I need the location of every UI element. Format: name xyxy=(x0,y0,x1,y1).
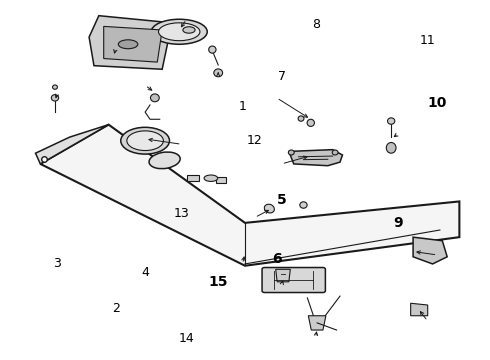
Polygon shape xyxy=(40,125,460,266)
Ellipse shape xyxy=(300,202,307,208)
Polygon shape xyxy=(276,269,290,282)
Polygon shape xyxy=(289,150,343,166)
Text: 3: 3 xyxy=(53,257,61,270)
Bar xyxy=(187,175,199,181)
Text: 11: 11 xyxy=(420,34,436,47)
Polygon shape xyxy=(308,316,326,330)
Bar xyxy=(216,177,226,183)
Ellipse shape xyxy=(52,85,57,89)
Ellipse shape xyxy=(121,127,170,154)
Ellipse shape xyxy=(127,131,163,150)
Ellipse shape xyxy=(204,175,218,181)
Text: 4: 4 xyxy=(141,266,149,279)
FancyBboxPatch shape xyxy=(262,267,325,293)
Ellipse shape xyxy=(149,152,180,169)
Ellipse shape xyxy=(118,40,138,49)
Text: 9: 9 xyxy=(393,216,403,230)
Text: 8: 8 xyxy=(312,18,319,31)
Ellipse shape xyxy=(209,46,216,53)
Ellipse shape xyxy=(386,143,396,153)
Polygon shape xyxy=(411,303,428,316)
Ellipse shape xyxy=(159,23,200,41)
Text: 7: 7 xyxy=(277,70,286,83)
Text: 1: 1 xyxy=(239,100,246,113)
Ellipse shape xyxy=(332,150,338,155)
Polygon shape xyxy=(104,26,162,62)
Text: 5: 5 xyxy=(277,193,287,207)
Polygon shape xyxy=(89,16,172,69)
Text: 12: 12 xyxy=(247,134,263,147)
Ellipse shape xyxy=(150,94,159,102)
Text: 14: 14 xyxy=(179,333,195,346)
Ellipse shape xyxy=(388,118,395,124)
Text: 10: 10 xyxy=(428,96,447,110)
Ellipse shape xyxy=(298,116,304,121)
Text: 2: 2 xyxy=(112,302,120,315)
Polygon shape xyxy=(35,125,109,164)
Ellipse shape xyxy=(288,150,294,155)
Ellipse shape xyxy=(183,27,195,33)
Ellipse shape xyxy=(214,69,222,77)
Ellipse shape xyxy=(264,204,274,213)
Text: 6: 6 xyxy=(272,252,281,266)
Polygon shape xyxy=(413,237,447,264)
Ellipse shape xyxy=(307,119,315,126)
Ellipse shape xyxy=(151,19,207,44)
Text: 15: 15 xyxy=(208,275,228,289)
Ellipse shape xyxy=(51,95,59,101)
Text: 13: 13 xyxy=(174,207,190,220)
